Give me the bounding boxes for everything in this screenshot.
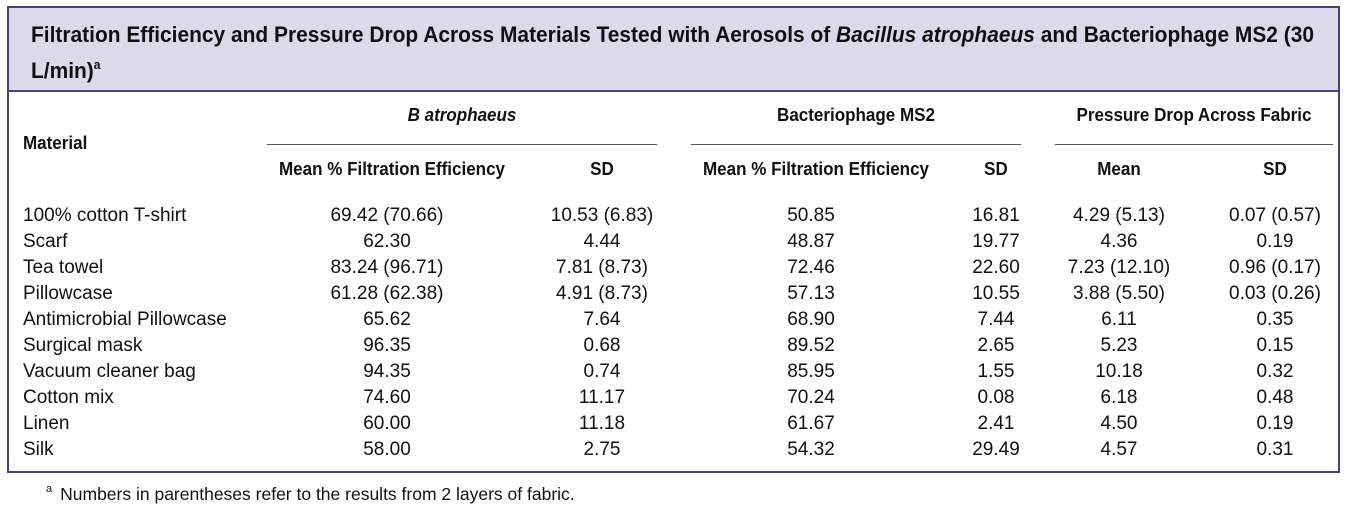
cell-b-mean: 62.30: [363, 231, 411, 252]
group-header-pressure: Pressure Drop Across Fabric: [1076, 104, 1312, 125]
footnote-text: Numbers in parentheses refer to the resu…: [60, 484, 575, 504]
title-species: Bacillus atrophaeus: [836, 22, 1035, 47]
cell-p-sd: 0.31: [1256, 439, 1294, 460]
cell-p-mean: 4.29 (5.13): [1073, 205, 1165, 226]
table-frame: Filtration Efficiency and Pressure Drop …: [7, 6, 1340, 473]
cell-b-sd: 10.53 (6.83): [550, 205, 654, 226]
sub-header-ms2-sd: SD: [984, 158, 1008, 179]
cell-b-mean: 96.35: [363, 335, 411, 356]
table-title: Filtration Efficiency and Pressure Drop …: [31, 20, 1324, 86]
cell-ms2-mean: 57.13: [787, 283, 835, 304]
cell-b-sd: 2.75: [583, 439, 621, 460]
cell-ms2-sd: 1.55: [977, 361, 1015, 382]
cell-b-mean: 65.62: [363, 309, 411, 330]
cell-p-mean: 6.18: [1100, 387, 1138, 408]
cell-ms2-sd: 7.44: [977, 309, 1015, 330]
cell-p-mean: 7.23 (12.10): [1067, 257, 1171, 278]
cell-p-sd: 0.03 (0.26): [1229, 283, 1321, 304]
cell-b-mean: 61.28 (62.38): [330, 283, 444, 304]
title-band: Filtration Efficiency and Pressure Drop …: [9, 8, 1338, 92]
group-header-ms2: Bacteriophage MS2: [777, 104, 935, 125]
cell-material: Pillowcase: [23, 283, 113, 304]
cell-b-mean: 94.35: [363, 361, 411, 382]
cell-p-sd: 0.07 (0.57): [1229, 205, 1321, 226]
cell-b-sd: 4.44: [583, 231, 621, 252]
cell-ms2-mean: 68.90: [787, 309, 835, 330]
table-footnote: a Numbers in parentheses refer to the res…: [46, 483, 575, 505]
cell-material: Scarf: [23, 231, 68, 252]
cell-material: Antimicrobial Pillowcase: [23, 309, 227, 330]
group-rule-b: [267, 144, 657, 145]
title-footnote-marker: a: [93, 57, 101, 72]
cell-p-sd: 0.96 (0.17): [1229, 257, 1321, 278]
group-header-b-atrophaeus: B atrophaeus: [283, 104, 642, 126]
cell-ms2-mean: 50.85: [787, 205, 835, 226]
group-header-b-label: B atrophaeus: [407, 104, 517, 125]
cell-b-mean: 58.00: [363, 439, 411, 460]
cell-material: Tea towel: [23, 257, 104, 278]
cell-p-mean: 4.57: [1100, 439, 1138, 460]
cell-b-sd: 11.18: [578, 413, 626, 434]
cell-material: Cotton mix: [23, 387, 114, 408]
cell-material: Silk: [23, 439, 54, 460]
cell-material: Linen: [23, 413, 70, 434]
cell-b-mean: 83.24 (96.71): [330, 257, 444, 278]
cell-ms2-mean: 54.32: [787, 439, 835, 460]
title-text-end: and Bacteriophage MS2 (30 L/min): [31, 22, 1314, 83]
cell-b-sd: 0.68: [583, 335, 621, 356]
cell-ms2-sd: 2.41: [977, 413, 1015, 434]
sub-header-p-mean: Mean: [1097, 158, 1141, 179]
cell-p-mean: 4.36: [1100, 231, 1138, 252]
group-rule-ms2: [691, 144, 1021, 145]
cell-ms2-sd: 16.81: [972, 205, 1020, 226]
cell-b-sd: 0.74: [583, 361, 621, 382]
cell-p-sd: 0.35: [1256, 309, 1294, 330]
cell-ms2-sd: 29.49: [972, 439, 1020, 460]
cell-ms2-mean: 61.67: [787, 413, 835, 434]
cell-p-mean: 4.50: [1100, 413, 1138, 434]
cell-material: Surgical mask: [23, 335, 143, 356]
cell-ms2-mean: 89.52: [787, 335, 835, 356]
cell-b-sd: 4.91 (8.73): [556, 283, 648, 304]
cell-ms2-sd: 0.08: [977, 387, 1015, 408]
cell-b-mean: 74.60: [363, 387, 411, 408]
cell-b-mean: 60.00: [363, 413, 411, 434]
cell-material: 100% cotton T-shirt: [23, 205, 187, 226]
cell-b-mean: 69.42 (70.66): [330, 205, 444, 226]
cell-ms2-mean: 72.46: [787, 257, 835, 278]
cell-ms2-mean: 85.95: [787, 361, 835, 382]
cell-p-mean: 10.18: [1095, 361, 1143, 382]
title-text: Filtration Efficiency and Pressure Drop …: [31, 22, 837, 47]
sub-header-b-mean: Mean % Filtration Efficiency: [278, 158, 506, 179]
sub-header-ms2-mean: Mean % Filtration Efficiency: [702, 158, 930, 179]
cell-p-sd: 0.15: [1256, 335, 1294, 356]
cell-b-sd: 7.81 (8.73): [556, 257, 648, 278]
sub-header-p-sd: SD: [1263, 158, 1287, 179]
cell-p-mean: 6.11: [1101, 309, 1137, 330]
cell-p-mean: 3.88 (5.50): [1073, 283, 1165, 304]
footnote-marker: a: [46, 483, 53, 495]
cell-p-sd: 0.32: [1256, 361, 1294, 382]
cell-material: Vacuum cleaner bag: [23, 361, 196, 382]
group-rule-pressure: [1055, 144, 1333, 145]
cell-ms2-mean: 48.87: [787, 231, 835, 252]
cell-ms2-sd: 19.77: [972, 231, 1020, 252]
cell-b-sd: 7.64: [583, 309, 621, 330]
cell-b-sd: 11.17: [578, 387, 626, 408]
cell-p-sd: 0.48: [1256, 387, 1294, 408]
sub-header-b-sd: SD: [590, 158, 614, 179]
cell-ms2-mean: 70.24: [787, 387, 835, 408]
col-header-material: Material: [23, 132, 88, 153]
cell-p-sd: 0.19: [1256, 413, 1294, 434]
cell-p-mean: 5.23: [1100, 335, 1138, 356]
cell-ms2-sd: 2.65: [977, 335, 1015, 356]
cell-ms2-sd: 22.60: [972, 257, 1020, 278]
cell-p-sd: 0.19: [1256, 231, 1294, 252]
cell-ms2-sd: 10.55: [972, 283, 1020, 304]
